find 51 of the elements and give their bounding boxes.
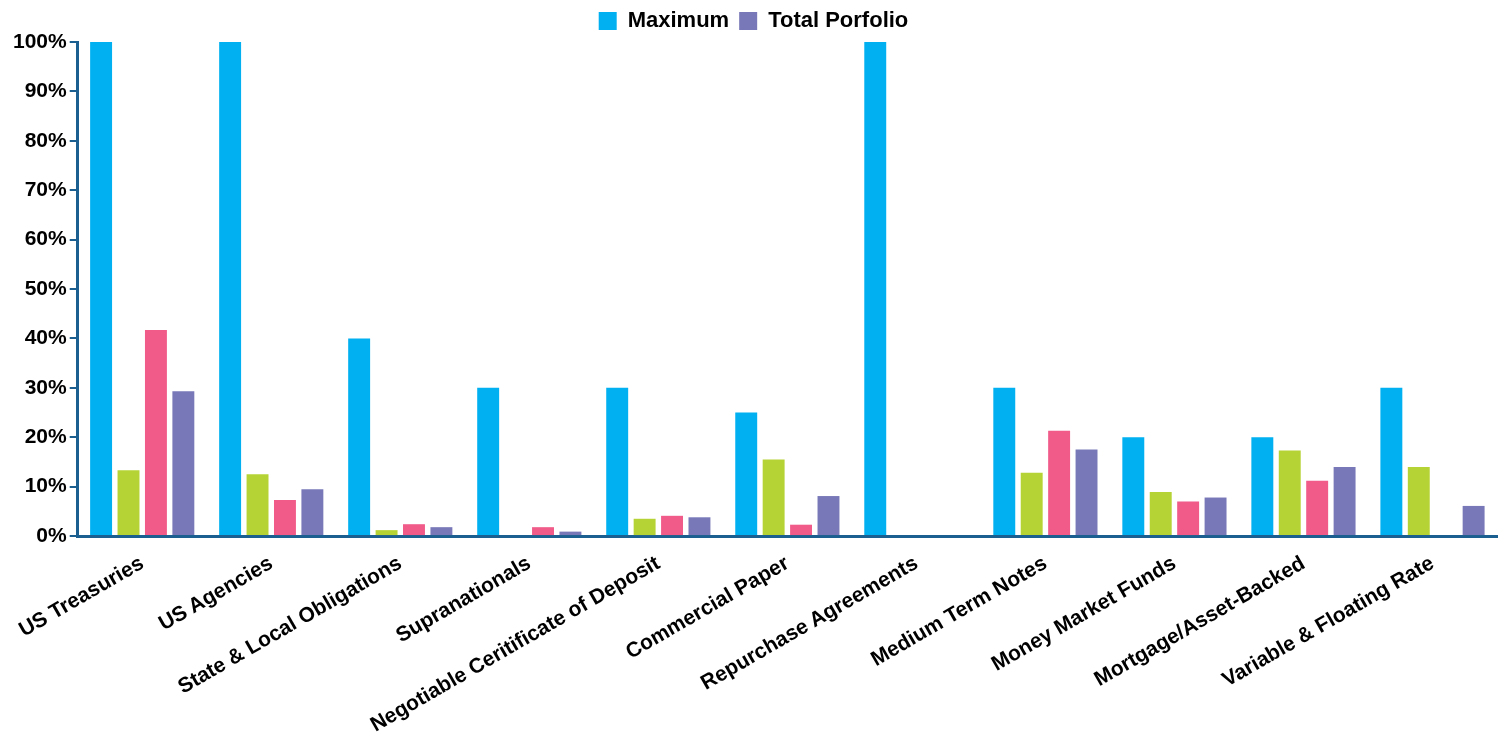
bar xyxy=(172,391,195,536)
bar xyxy=(1122,437,1145,536)
bar xyxy=(864,42,887,536)
bar xyxy=(1333,466,1356,536)
y-tick-label: 30% xyxy=(24,374,68,398)
bar xyxy=(735,412,758,536)
bar xyxy=(1306,480,1329,536)
y-tick-label: 70% xyxy=(24,177,68,201)
legend-label: Total Porfolio xyxy=(768,7,909,33)
y-tick-label: 100% xyxy=(12,28,68,52)
y-tick-label: 50% xyxy=(24,275,68,299)
bar xyxy=(661,515,684,536)
bar xyxy=(762,459,785,536)
bar xyxy=(117,470,140,536)
bar xyxy=(219,42,242,536)
bar xyxy=(688,517,711,536)
bar xyxy=(1251,437,1274,536)
bar xyxy=(633,518,656,536)
bar xyxy=(273,500,296,536)
bar xyxy=(1407,466,1430,536)
bar xyxy=(1204,497,1227,536)
bar xyxy=(403,524,425,536)
y-tick-label: 80% xyxy=(24,127,68,151)
y-tick-label: 10% xyxy=(24,473,68,497)
bar xyxy=(301,489,324,536)
bar xyxy=(348,338,371,536)
bar xyxy=(1149,492,1172,536)
y-tick-label: 60% xyxy=(24,226,68,250)
y-tick-label: 40% xyxy=(24,325,68,349)
bar xyxy=(375,530,398,536)
y-tick-label: 0% xyxy=(36,522,68,546)
bar xyxy=(790,524,813,536)
bar xyxy=(1048,430,1071,536)
bar xyxy=(144,330,167,536)
legend-label: Maximum xyxy=(627,7,730,33)
bar xyxy=(477,387,500,536)
bar xyxy=(532,527,554,536)
bar xyxy=(1278,450,1301,536)
bar xyxy=(1075,449,1098,536)
bar xyxy=(1177,501,1200,536)
bar xyxy=(1020,472,1043,536)
bar xyxy=(1380,387,1403,536)
bar xyxy=(430,527,453,536)
bar xyxy=(90,42,113,536)
bar xyxy=(993,387,1016,536)
bar xyxy=(1462,505,1485,536)
y-tick-label: 90% xyxy=(24,78,68,102)
y-tick-label: 20% xyxy=(24,424,68,448)
bar xyxy=(817,496,840,536)
bar xyxy=(246,474,269,536)
bar xyxy=(606,387,629,536)
